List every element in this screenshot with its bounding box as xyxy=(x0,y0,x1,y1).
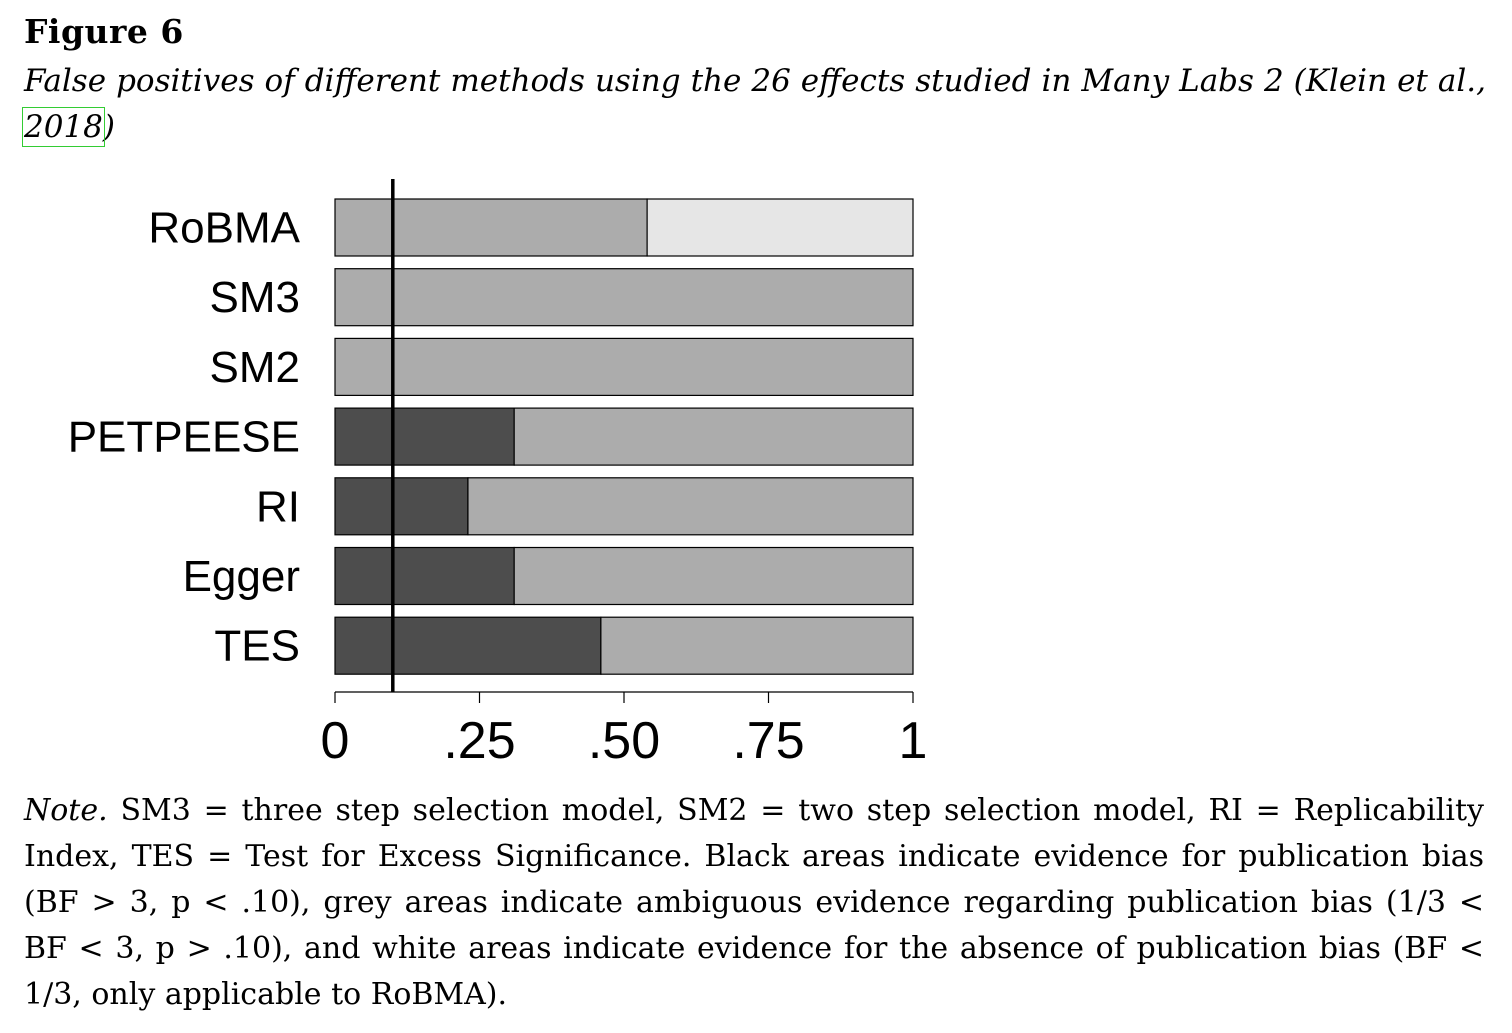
category-label-sm2: SM2 xyxy=(210,343,300,392)
figure-caption: False positives of different methods usi… xyxy=(22,58,1486,150)
category-labels: RoBMA SM3 SM2 PETPEESE RI Egger TES xyxy=(68,204,301,671)
bar-petpeese-black xyxy=(334,407,515,466)
bar-ri-grey xyxy=(467,477,914,536)
figure-label: Figure 6 xyxy=(24,12,184,51)
citation-link[interactable]: 2018 xyxy=(22,107,105,147)
bar-egger-grey xyxy=(513,546,914,606)
x-tick-label: .25 xyxy=(443,712,515,770)
bar-sm2-grey xyxy=(334,337,914,396)
caption-text: False positives of different methods usi… xyxy=(24,63,1486,99)
figure-note: Note. SM3 = three step selection model, … xyxy=(24,788,1484,1018)
category-label-sm3: SM3 xyxy=(210,273,300,322)
bar-tes-black xyxy=(334,616,602,675)
category-label-petpeese: PETPEESE xyxy=(68,413,300,462)
bar-robma-grey xyxy=(334,198,648,257)
bar-tes-grey xyxy=(600,616,914,675)
caption-end: ) xyxy=(102,109,116,145)
x-tick-label: 1 xyxy=(899,712,928,770)
category-label-egger: Egger xyxy=(183,552,300,601)
bar-ri-black xyxy=(334,477,469,536)
x-tick-label: .75 xyxy=(732,712,804,770)
bars-group xyxy=(334,198,914,675)
x-tick-label: .50 xyxy=(588,712,660,770)
x-axis: 0 .25 .50 .75 1 xyxy=(321,691,928,770)
bar-egger-black xyxy=(334,546,515,606)
category-label-ri: RI xyxy=(256,482,300,531)
category-label-robma: RoBMA xyxy=(148,204,300,253)
x-tick-label: 0 xyxy=(321,712,350,770)
category-label-tes: TES xyxy=(214,622,300,671)
bar-petpeese-grey xyxy=(513,407,914,466)
bar-sm3-grey xyxy=(334,268,914,327)
bar-robma-white xyxy=(646,198,914,257)
note-text: SM3 = three step selection model, SM2 = … xyxy=(24,793,1484,1012)
bar-chart: RoBMA SM3 SM2 PETPEESE RI Egger TES 0 .25 .50 .75… xyxy=(68,179,928,770)
note-lead: Note. xyxy=(24,793,108,828)
